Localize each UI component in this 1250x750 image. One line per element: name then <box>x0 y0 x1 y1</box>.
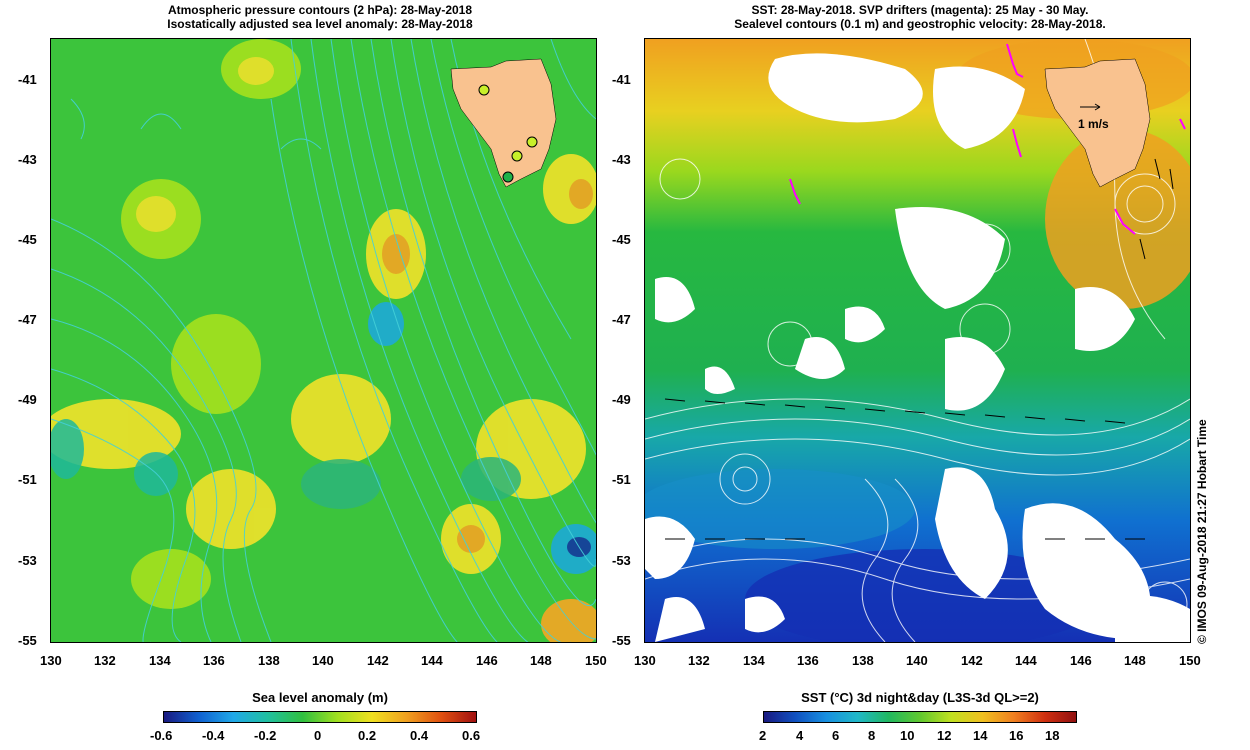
lon-label: 134 <box>743 653 765 668</box>
lon-label: 140 <box>906 653 928 668</box>
lat-label: -47 <box>18 312 37 327</box>
lat-label: -51 <box>18 472 37 487</box>
lon-label: 142 <box>367 653 389 668</box>
sla-tick: 0.4 <box>410 728 429 743</box>
sla-tick: -0.2 <box>254 728 277 743</box>
sst-map: 1 m/s <box>644 38 1191 643</box>
right-title: SST: 28-May-2018. SVP drifters (magenta)… <box>640 3 1200 31</box>
lon-label: 148 <box>530 653 552 668</box>
sla-tick: -0.4 <box>202 728 225 743</box>
sst-tick: 10 <box>900 728 915 743</box>
lon-label: 144 <box>1015 653 1037 668</box>
sla-map-canvas <box>51 39 596 642</box>
sla-tick: -0.6 <box>150 728 173 743</box>
lat-label: -55 <box>612 633 631 648</box>
sla-tick: 0.2 <box>358 728 377 743</box>
lat-label: -43 <box>612 152 631 167</box>
lon-label: 132 <box>94 653 116 668</box>
imos-credit: © IMOS 09-Aug-2018 21:27 Hobart Time <box>1195 419 1209 644</box>
right-title-line2: Sealevel contours (0.1 m) and geostrophi… <box>734 17 1106 31</box>
sla-colorbar <box>163 711 477 723</box>
sst-tick: 6 <box>832 728 840 743</box>
lat-label: -47 <box>612 312 631 327</box>
velocity-scale-label: 1 m/s <box>1078 117 1109 131</box>
sst-colorbar-title: SST (°C) 3d night&day (L3S-3d QL>=2) <box>801 690 1039 705</box>
sla-tick: 0.6 <box>462 728 481 743</box>
lat-label: -45 <box>612 232 631 247</box>
lon-label: 150 <box>585 653 607 668</box>
sst-tick: 16 <box>1009 728 1024 743</box>
lat-label: -53 <box>612 553 631 568</box>
lon-label: 138 <box>258 653 280 668</box>
sst-tick: 4 <box>796 728 804 743</box>
lat-label: -41 <box>18 72 37 87</box>
sst-tick: 18 <box>1045 728 1060 743</box>
lon-label: 148 <box>1124 653 1146 668</box>
lon-label: 144 <box>421 653 443 668</box>
lat-label: -43 <box>18 152 37 167</box>
sst-colorbar <box>763 711 1077 723</box>
lon-label: 142 <box>961 653 983 668</box>
sla-map <box>50 38 597 643</box>
lat-label: -55 <box>18 633 37 648</box>
lon-label: 130 <box>634 653 656 668</box>
sst-tick: 8 <box>868 728 876 743</box>
lon-label: 146 <box>1070 653 1092 668</box>
right-title-line1: SST: 28-May-2018. SVP drifters (magenta)… <box>751 3 1089 17</box>
lat-label: -41 <box>612 72 631 87</box>
lon-label: 146 <box>476 653 498 668</box>
lat-label: -49 <box>612 392 631 407</box>
lat-label: -49 <box>18 392 37 407</box>
sst-tick: 2 <box>759 728 767 743</box>
lon-label: 140 <box>312 653 334 668</box>
lat-label: -53 <box>18 553 37 568</box>
sst-tick: 12 <box>937 728 952 743</box>
lon-label: 134 <box>149 653 171 668</box>
sla-tick: 0 <box>314 728 322 743</box>
left-title-line2: Isostatically adjusted sea level anomaly… <box>167 17 473 31</box>
sst-map-canvas <box>645 39 1190 642</box>
lon-label: 130 <box>40 653 62 668</box>
left-title: Atmospheric pressure contours (2 hPa): 2… <box>110 3 530 31</box>
lon-label: 136 <box>203 653 225 668</box>
lon-label: 132 <box>688 653 710 668</box>
lon-label: 150 <box>1179 653 1201 668</box>
lat-label: -45 <box>18 232 37 247</box>
lon-label: 138 <box>852 653 874 668</box>
sst-tick: 14 <box>973 728 988 743</box>
left-title-line1: Atmospheric pressure contours (2 hPa): 2… <box>167 3 473 17</box>
lon-label: 136 <box>797 653 819 668</box>
lat-label: -51 <box>612 472 631 487</box>
sla-colorbar-title: Sea level anomaly (m) <box>252 690 388 705</box>
